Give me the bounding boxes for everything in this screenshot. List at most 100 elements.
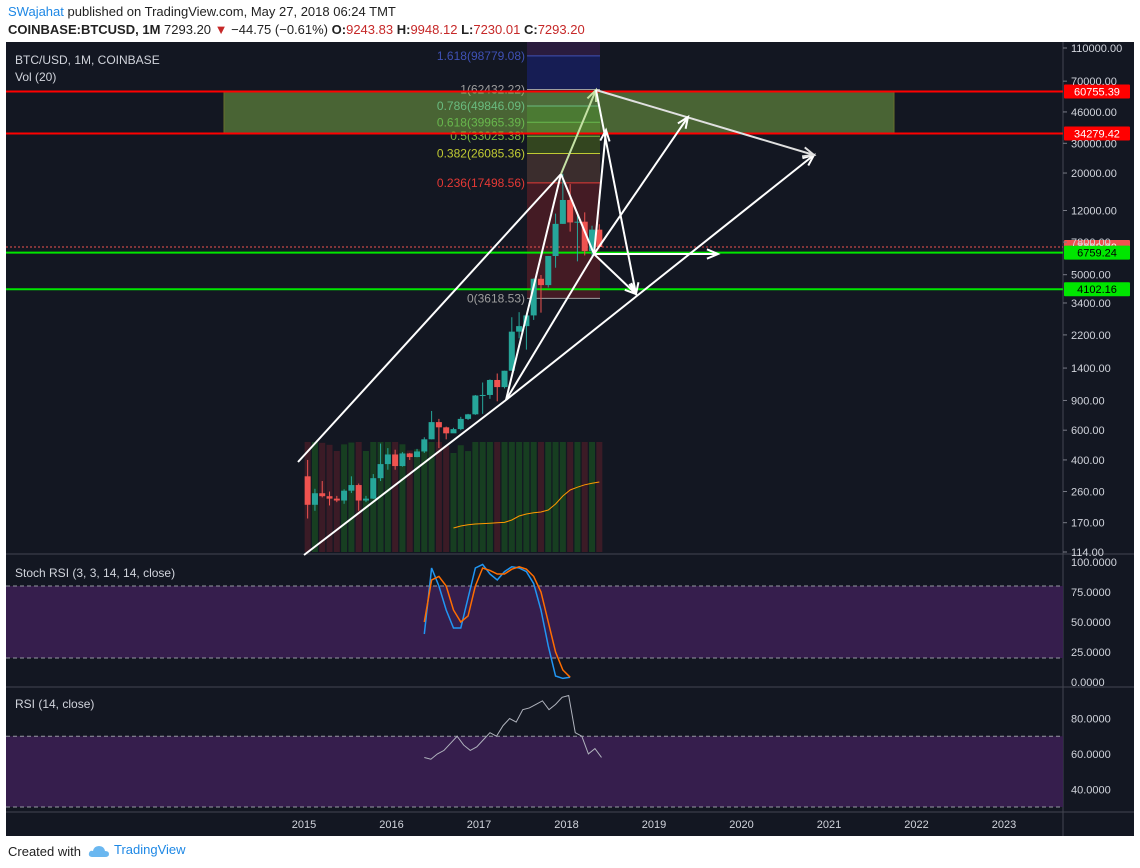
symbol-label: COINBASE:BTCUSD, 1M: [8, 22, 161, 37]
publish-info: SWajahat published on TradingView.com, M…: [8, 4, 396, 19]
price-axis-label: 2200.00: [1071, 330, 1111, 342]
stoch-axis-label: 0.0000: [1071, 677, 1105, 689]
rsi-band: [6, 736, 1063, 807]
fib-level-label: 1(62432.22): [460, 83, 525, 97]
volume-bar: [384, 442, 391, 552]
volume-bar: [494, 442, 501, 552]
stoch-d-line: [423, 566, 571, 678]
price-axis-label: 900.00: [1071, 395, 1105, 407]
candle-body: [523, 315, 530, 327]
fib-band: [527, 106, 600, 123]
fib-level-label: 0.236(17498.56): [437, 176, 525, 190]
rsi-axis-label: 40.0000: [1071, 784, 1111, 796]
time-axis-label: 2017: [467, 819, 491, 831]
price-axis-label: 7800.00: [1071, 237, 1111, 249]
trend-line: [297, 173, 562, 463]
open-label: O:: [331, 22, 347, 37]
volume-bar: [472, 442, 479, 552]
candle-body: [355, 485, 362, 501]
volume-bar: [465, 451, 472, 552]
volume-bar: [501, 442, 508, 552]
candle-body: [530, 278, 537, 316]
volume-bar: [552, 442, 559, 552]
price-axis-label: 20000.00: [1071, 168, 1117, 180]
candle-body: [559, 199, 566, 224]
level-tag: [1064, 245, 1130, 260]
trend-line: [505, 253, 595, 401]
trend-line: [505, 173, 562, 401]
down-arrow-icon: ▼: [214, 22, 228, 37]
cloud-icon: [88, 845, 109, 857]
fib-band: [527, 89, 600, 107]
volume-bar: [545, 442, 552, 552]
volume-bar: [537, 442, 544, 552]
price-axis-label: 5000.00: [1071, 270, 1111, 282]
candle-body: [333, 498, 340, 501]
created-with-label: Created with: [8, 844, 81, 859]
candle-body: [341, 490, 348, 501]
volume-bar: [589, 442, 596, 552]
author-link[interactable]: SWajahat: [8, 4, 64, 19]
time-axis: 2015 2016 2017 2018 2019 2020 2021 2022 2023: [292, 819, 1016, 831]
candle-body: [392, 454, 399, 467]
fib-band: [527, 136, 600, 154]
stoch-axis-label: 50.0000: [1071, 617, 1111, 629]
rsi-pane: 80.0000 60.0000 40.0000: [6, 694, 1111, 808]
close-value: 7293.20: [537, 22, 585, 37]
time-axis-label: 2023: [992, 819, 1016, 831]
stoch-axis-label: 100.0000: [1071, 557, 1117, 569]
rsi-line: [424, 694, 602, 760]
candle-body: [414, 451, 421, 458]
volume-bar: [392, 442, 399, 552]
volume-bar: [596, 442, 603, 552]
candle-body: [516, 326, 523, 332]
candle-body: [552, 223, 559, 257]
volume-bar: [523, 442, 530, 552]
price-axis-label: 260.00: [1071, 487, 1105, 499]
main-pane: 1.618(98779.08) 1(62432.22) 0.786(49846.09…: [6, 42, 1134, 836]
candle-body: [472, 395, 479, 415]
level-tag-label: 4102.16: [1077, 284, 1117, 296]
candle-body: [326, 496, 333, 499]
volume-bar: [567, 442, 574, 552]
stoch-k-line: [423, 563, 571, 680]
candle-body: [319, 493, 326, 497]
candle-body: [384, 454, 391, 465]
candle-body: [428, 422, 435, 440]
volume-bar: [421, 443, 428, 552]
price-axis-label: 46000.00: [1071, 107, 1117, 119]
fib-level-label: 0.786(49846.09): [437, 99, 525, 113]
stoch-band: [6, 586, 1063, 658]
price-axis-label: 170.00: [1071, 518, 1105, 530]
footer: Created with TradingView: [0, 836, 1140, 868]
price-axis-label: 110000.00: [1071, 43, 1122, 55]
candle-body: [465, 414, 472, 419]
candle-body: [567, 199, 574, 223]
trend-line: [560, 173, 595, 255]
tradingview-link[interactable]: TradingView: [88, 842, 186, 858]
candle-body: [304, 476, 311, 505]
price-axis-label: 1400.00: [1071, 363, 1111, 375]
volume-bar: [406, 450, 413, 552]
time-axis-label: 2016: [379, 819, 403, 831]
volume-bar: [486, 442, 493, 552]
candle-body: [421, 439, 428, 452]
high-value: 9948.12: [410, 22, 458, 37]
candle-body: [406, 453, 413, 458]
arrow-head: [801, 146, 817, 158]
trend-line: [593, 116, 689, 255]
fib-band: [527, 55, 600, 90]
arrow-head: [599, 127, 611, 142]
candle-body: [348, 485, 355, 491]
candle-body: [486, 379, 493, 395]
level-tag-label: 34279.42: [1074, 129, 1120, 141]
candle-body: [435, 422, 442, 428]
candle-body: [574, 221, 581, 223]
fib-level-label: 0(3618.53): [467, 291, 525, 305]
target-zone: [223, 91, 895, 135]
volume-bar: [443, 445, 450, 552]
price-chart[interactable]: 1.618(98779.08) 1(62432.22) 0.786(49846.09…: [6, 42, 1134, 836]
fib-band: [527, 42, 600, 56]
candle-body: [589, 229, 596, 252]
candle-body: [370, 478, 377, 499]
